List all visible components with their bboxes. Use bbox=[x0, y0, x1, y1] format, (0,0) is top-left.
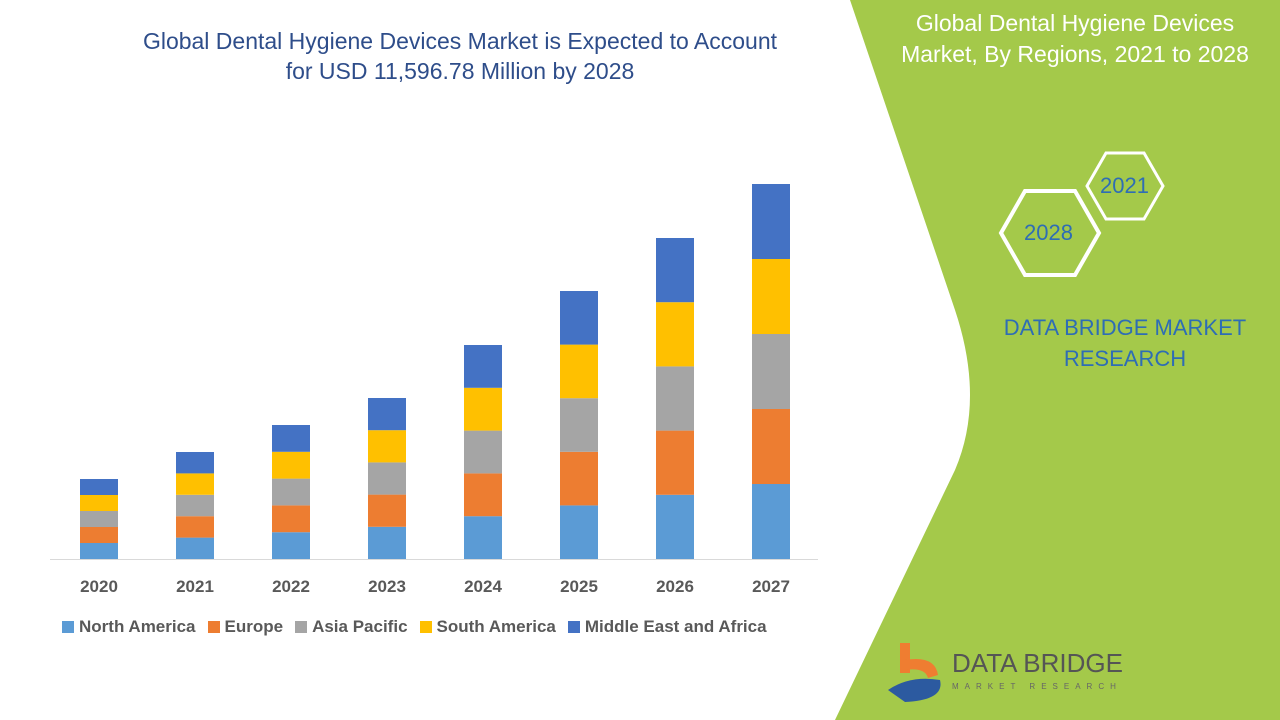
side-panel-title: Global Dental Hygiene Devices Market, By… bbox=[880, 8, 1270, 70]
logo-subtitle: MARKET RESEARCH bbox=[952, 682, 1122, 691]
bar-segment-south-america-2026 bbox=[656, 302, 694, 367]
bar-segment-south-america-2027 bbox=[752, 259, 790, 334]
bar-segment-middle-east-and-africa-2027 bbox=[752, 184, 790, 259]
bar-segment-north-america-2020 bbox=[80, 543, 118, 559]
bar-segment-north-america-2023 bbox=[368, 526, 406, 559]
side-title-line-1: Global Dental Hygiene Devices bbox=[915, 10, 1235, 36]
bar-segment-asia-pacific-2020 bbox=[80, 511, 118, 527]
bar-segment-asia-pacific-2025 bbox=[560, 398, 598, 452]
x-tick-label: 2022 bbox=[272, 577, 310, 596]
legend-item: Asia Pacific bbox=[295, 617, 408, 637]
bar-segment-south-america-2021 bbox=[176, 473, 214, 495]
legend-swatch bbox=[419, 621, 432, 633]
bar-segment-north-america-2024 bbox=[464, 516, 502, 559]
bar-segment-middle-east-and-africa-2021 bbox=[176, 452, 214, 474]
legend-label: North America bbox=[79, 617, 196, 636]
x-tick-label: 2021 bbox=[176, 577, 214, 596]
x-tick-label: 2024 bbox=[464, 577, 502, 596]
bar-segment-asia-pacific-2023 bbox=[368, 462, 406, 495]
brand-text: DATA BRIDGE MARKET RESEARCH bbox=[985, 312, 1265, 374]
legend-label: Europe bbox=[224, 617, 284, 636]
bar-segment-middle-east-and-africa-2023 bbox=[368, 398, 406, 431]
legend-label: Asia Pacific bbox=[312, 617, 408, 636]
bar-segment-south-america-2025 bbox=[560, 344, 598, 399]
bar-segment-europe-2023 bbox=[368, 494, 406, 527]
bar-segment-europe-2022 bbox=[272, 505, 310, 533]
chart-legend: North America Europe Asia Pacific South Ame… bbox=[62, 617, 767, 637]
bar-segment-south-america-2024 bbox=[464, 387, 502, 431]
hexagon-2028 bbox=[998, 189, 1102, 277]
chart-title: Global Dental Hygiene Devices Market is … bbox=[60, 26, 860, 86]
bar-segment-asia-pacific-2027 bbox=[752, 334, 790, 409]
bar-segment-middle-east-and-africa-2024 bbox=[464, 345, 502, 388]
bar-segment-middle-east-and-africa-2020 bbox=[80, 479, 118, 495]
bar-segment-south-america-2020 bbox=[80, 495, 118, 511]
bar-segment-asia-pacific-2021 bbox=[176, 494, 214, 517]
logo-name: DATA BRIDGE bbox=[952, 648, 1123, 678]
bar-segment-asia-pacific-2022 bbox=[272, 478, 310, 506]
bar-segment-europe-2025 bbox=[560, 451, 598, 506]
title-line-2: for USD 11,596.78 Million by 2028 bbox=[285, 58, 635, 84]
legend-label: South America bbox=[436, 617, 556, 636]
side-title-line-2: Market, By Regions, 2021 to 2028 bbox=[901, 41, 1249, 67]
bar-segment-middle-east-and-africa-2022 bbox=[272, 425, 310, 452]
bar-segment-europe-2026 bbox=[656, 430, 694, 495]
green-side-panel bbox=[835, 0, 1280, 720]
brand-line-2: RESEARCH bbox=[1063, 346, 1187, 371]
x-tick-label: 2026 bbox=[656, 577, 694, 596]
legend-swatch bbox=[62, 621, 74, 633]
legend-item: North America bbox=[62, 617, 196, 637]
hex-year-2028: 2028 bbox=[1024, 220, 1073, 245]
bar-segment-south-america-2023 bbox=[368, 430, 406, 463]
legend-item: Europe bbox=[207, 617, 284, 637]
x-tick-label: 2023 bbox=[368, 577, 406, 596]
stacked-bar-chart: 2020 2021 2022 2023 2024 2025 2026 2027 bbox=[50, 184, 818, 596]
legend-swatch bbox=[295, 621, 308, 633]
bar-segment-north-america-2025 bbox=[560, 505, 598, 559]
hexagon-2021 bbox=[1085, 151, 1165, 221]
bar-segment-europe-2027 bbox=[752, 409, 790, 484]
bar-segment-europe-2024 bbox=[464, 473, 502, 517]
legend-item: Middle East and Africa bbox=[567, 617, 767, 637]
x-tick-label: 2025 bbox=[560, 577, 598, 596]
x-tick-label: 2020 bbox=[80, 577, 118, 596]
bar-segment-middle-east-and-africa-2026 bbox=[656, 238, 694, 303]
bar-segment-europe-2021 bbox=[176, 516, 214, 538]
bar-segment-north-america-2022 bbox=[272, 532, 310, 559]
bar-segment-north-america-2027 bbox=[752, 484, 790, 559]
legend-item: South America bbox=[419, 617, 556, 637]
bar-segment-asia-pacific-2024 bbox=[464, 430, 502, 474]
bar-segment-north-america-2021 bbox=[176, 537, 214, 559]
bar-segment-north-america-2026 bbox=[656, 494, 694, 559]
legend-swatch bbox=[567, 621, 580, 633]
bar-segment-middle-east-and-africa-2025 bbox=[560, 291, 598, 345]
bar-segment-asia-pacific-2026 bbox=[656, 366, 694, 431]
legend-swatch bbox=[207, 621, 220, 633]
x-tick-label: 2027 bbox=[752, 577, 790, 596]
hex-year-2021: 2021 bbox=[1100, 173, 1149, 198]
bar-segment-south-america-2022 bbox=[272, 451, 310, 479]
legend-label: Middle East and Africa bbox=[584, 617, 767, 636]
bar-segment-europe-2020 bbox=[80, 527, 118, 543]
brand-line-1: DATA BRIDGE MARKET bbox=[1003, 315, 1247, 340]
logo-icon bbox=[888, 643, 941, 702]
title-line-1: Global Dental Hygiene Devices Market is … bbox=[142, 28, 778, 54]
